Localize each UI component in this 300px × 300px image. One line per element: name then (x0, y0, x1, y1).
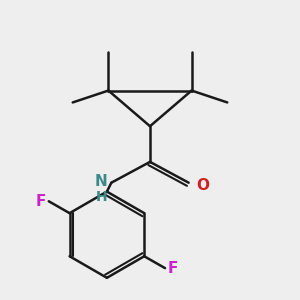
Text: F: F (35, 194, 46, 209)
Text: O: O (196, 178, 209, 193)
Text: H: H (95, 190, 107, 204)
Text: F: F (168, 261, 178, 276)
Text: N: N (94, 174, 107, 189)
